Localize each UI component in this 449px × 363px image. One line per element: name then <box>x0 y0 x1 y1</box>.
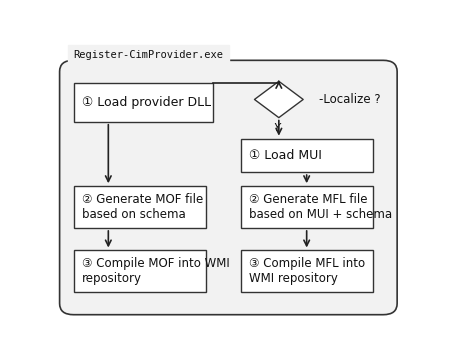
FancyBboxPatch shape <box>74 186 206 228</box>
Text: -Localize ?: -Localize ? <box>319 93 380 106</box>
Polygon shape <box>255 81 303 118</box>
FancyBboxPatch shape <box>241 139 373 172</box>
Text: Register-CimProvider.exe: Register-CimProvider.exe <box>74 50 224 60</box>
Text: Y: Y <box>274 123 281 133</box>
Text: ③ Compile MOF into WMI
repository: ③ Compile MOF into WMI repository <box>82 257 230 285</box>
FancyBboxPatch shape <box>60 60 397 315</box>
Text: ② Generate MOF file
based on schema: ② Generate MOF file based on schema <box>82 193 203 221</box>
Text: ① Load MUI: ① Load MUI <box>249 149 322 162</box>
FancyBboxPatch shape <box>241 186 373 228</box>
FancyBboxPatch shape <box>74 83 213 122</box>
Text: ① Load provider DLL: ① Load provider DLL <box>82 96 211 109</box>
FancyBboxPatch shape <box>74 250 206 292</box>
Text: ② Generate MFL file
based on MUI + schema: ② Generate MFL file based on MUI + schem… <box>249 193 392 221</box>
FancyBboxPatch shape <box>241 250 373 292</box>
Text: ③ Compile MFL into
WMI repository: ③ Compile MFL into WMI repository <box>249 257 365 285</box>
